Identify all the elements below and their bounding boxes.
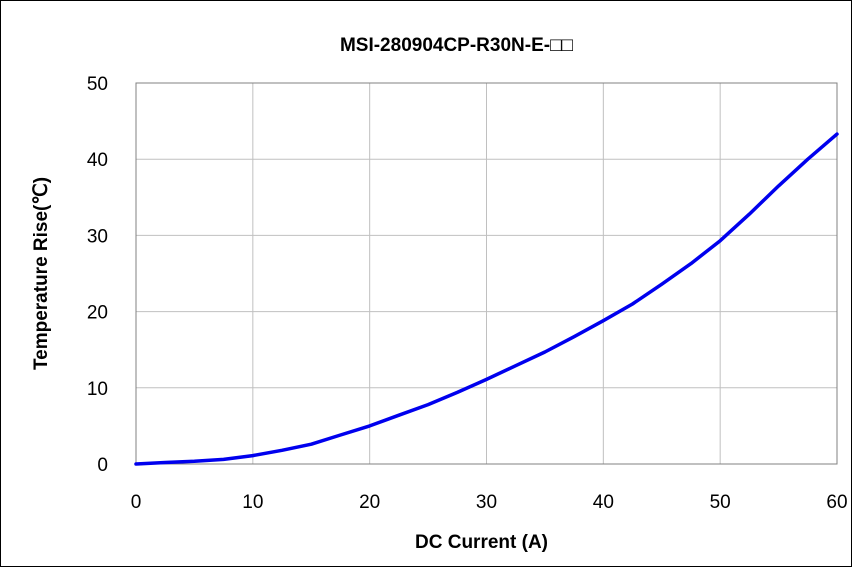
- y-tick-label: 20: [87, 303, 108, 324]
- grid-layer: [135, 82, 838, 465]
- chart-title: MSI-280904CP-R30N-E-□□: [340, 35, 574, 56]
- y-axis-title: Temperature Rise(℃): [31, 177, 52, 370]
- x-tick-label: 10: [242, 492, 263, 513]
- x-tick-label: 40: [593, 492, 614, 513]
- x-tick-label: 20: [359, 492, 380, 513]
- x-tick-labels: 0 10 20 30 40 50 60: [131, 492, 848, 513]
- x-axis-title: DC Current (A): [415, 532, 548, 553]
- y-tick-label: 30: [87, 226, 108, 247]
- y-tick-label: 40: [87, 150, 108, 171]
- y-tick-label: 10: [87, 379, 108, 400]
- x-tick-label: 30: [476, 492, 497, 513]
- y-tick-label: 50: [87, 74, 108, 95]
- x-tick-label: 50: [710, 492, 731, 513]
- series-line: [134, 132, 839, 466]
- x-tick-label: 60: [826, 492, 847, 513]
- y-tick-labels: 0 10 20 30 40 50: [87, 74, 108, 476]
- y-tick-label: 0: [97, 455, 108, 476]
- series-layer: [134, 132, 839, 466]
- x-tick-label: 0: [131, 492, 142, 513]
- plot-area: [135, 82, 838, 465]
